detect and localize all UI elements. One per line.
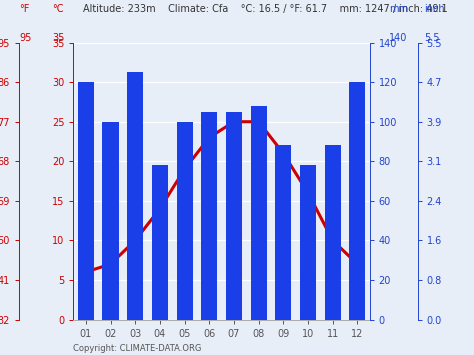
Text: °C: °C (52, 4, 64, 15)
Text: 35: 35 (52, 33, 64, 43)
Text: 5.5: 5.5 (424, 33, 440, 43)
Text: °F: °F (19, 4, 29, 15)
Bar (251, 106, 267, 320)
Bar (325, 146, 341, 320)
Text: Altitude: 233m    Climate: Cfa    °C: 16.5 / °F: 61.7    mm: 1247 / inch: 49.1: Altitude: 233m Climate: Cfa °C: 16.5 / °… (83, 4, 447, 15)
Bar (275, 146, 292, 320)
Bar (201, 112, 217, 320)
Bar (349, 82, 365, 320)
Bar (152, 165, 168, 320)
Text: 140: 140 (389, 33, 407, 43)
Text: Copyright: CLIMATE-DATA.ORG: Copyright: CLIMATE-DATA.ORG (73, 344, 202, 353)
Bar (300, 165, 316, 320)
Text: mm: mm (389, 4, 408, 15)
Text: inch: inch (424, 4, 445, 15)
Text: 95: 95 (19, 33, 31, 43)
Bar (176, 122, 192, 320)
Bar (226, 112, 242, 320)
Bar (78, 82, 94, 320)
Bar (127, 72, 143, 320)
Bar (102, 122, 118, 320)
